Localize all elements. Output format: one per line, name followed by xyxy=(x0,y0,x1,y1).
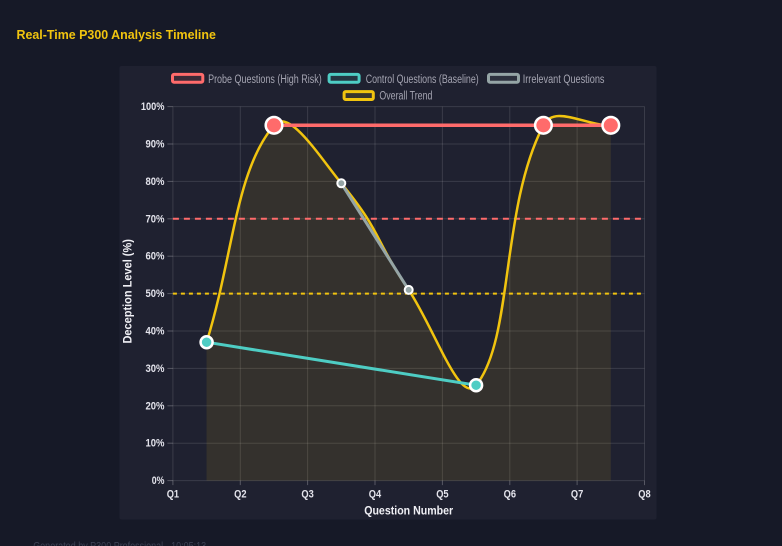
svg-text:40%: 40% xyxy=(146,326,165,338)
svg-text:Question Number: Question Number xyxy=(364,504,453,518)
svg-text:10%: 10% xyxy=(146,438,165,450)
svg-text:70%: 70% xyxy=(146,213,165,225)
svg-text:Q5: Q5 xyxy=(436,489,448,501)
svg-text:0%: 0% xyxy=(152,475,165,487)
svg-text:50%: 50% xyxy=(146,288,165,300)
svg-text:30%: 30% xyxy=(146,363,165,375)
svg-text:Control Questions (Baseline): Control Questions (Baseline) xyxy=(366,74,479,86)
svg-text:Probe Questions (High Risk): Probe Questions (High Risk) xyxy=(208,74,322,86)
svg-text:Irrelevant Questions: Irrelevant Questions xyxy=(523,74,605,86)
svg-text:90%: 90% xyxy=(146,139,165,151)
svg-text:Q7: Q7 xyxy=(571,489,583,501)
svg-text:80%: 80% xyxy=(146,176,165,188)
svg-text:Q8: Q8 xyxy=(638,489,650,501)
svg-text:Real-Time P300 Analysis Timeli: Real-Time P300 Analysis Timeline xyxy=(17,27,216,42)
svg-text:Q3: Q3 xyxy=(301,489,313,501)
svg-text:Q6: Q6 xyxy=(504,489,516,501)
svg-text:Overall Trend: Overall Trend xyxy=(379,91,432,103)
svg-text:20%: 20% xyxy=(146,400,165,412)
svg-text:Q4: Q4 xyxy=(369,489,382,501)
svg-text:60%: 60% xyxy=(146,251,165,263)
svg-text:Q2: Q2 xyxy=(234,489,246,501)
svg-text:Q1: Q1 xyxy=(167,489,179,501)
svg-text:100%: 100% xyxy=(141,101,165,113)
svg-text:Deception Level (%): Deception Level (%) xyxy=(121,239,135,343)
svg-text:Generated by P300 Professional: Generated by P300 Professional - 10:05:1… xyxy=(33,541,206,546)
